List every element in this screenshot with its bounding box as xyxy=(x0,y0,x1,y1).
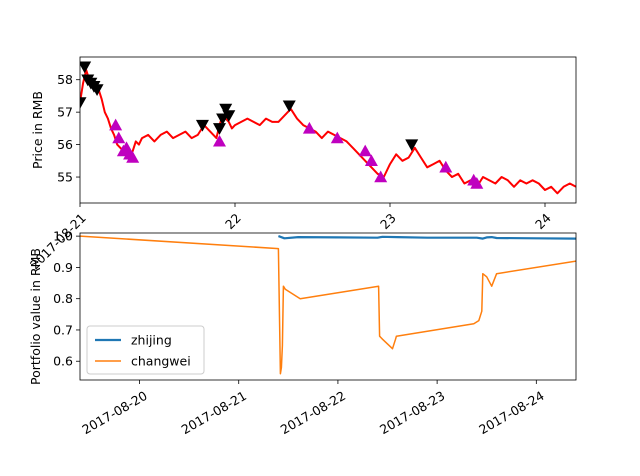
price-axes-frame xyxy=(79,56,577,204)
buy-marker-0 xyxy=(109,118,123,131)
legend-box xyxy=(86,325,205,375)
price-y-tick-label-3: 58 xyxy=(57,72,73,87)
portfolio-plot-area xyxy=(80,235,576,375)
portfolio-x-tick-label-1: 2017-08-21 xyxy=(179,388,249,437)
sell-marker-9 xyxy=(219,103,233,116)
buy-marker-5 xyxy=(126,151,140,163)
portfolio-y-tick-label-4: 1.0 xyxy=(53,229,73,244)
legend-label-changwei: changwei xyxy=(131,354,191,369)
price-plot-area xyxy=(80,61,576,195)
buy-marker-9 xyxy=(358,144,372,157)
price-y-tick-label-1: 56 xyxy=(57,137,73,152)
price-x-tick-label-2: 23 xyxy=(377,210,399,232)
buy-marker-6 xyxy=(213,134,226,147)
series-line-zhijing xyxy=(278,235,576,240)
price-y-tick-label-0: 55 xyxy=(57,170,73,185)
price-x-tick-label-1: 22 xyxy=(222,210,244,232)
portfolio-y-tick-label-1: 0.7 xyxy=(53,322,73,337)
portfolio-axes-frame xyxy=(79,232,577,381)
sell-marker-0 xyxy=(80,97,87,109)
buy-marker-8 xyxy=(330,131,344,144)
buy-marker-14 xyxy=(470,177,484,189)
buy-marker-12 xyxy=(439,160,453,173)
buy-marker-7 xyxy=(302,121,316,134)
legend-label-zhijing: zhijing xyxy=(131,333,172,348)
price-x-tick-label-3: 24 xyxy=(532,210,554,232)
sell-marker-6 xyxy=(195,119,209,132)
sell-marker-12 xyxy=(405,139,419,152)
sell-marker-7 xyxy=(213,123,226,135)
portfolio-y-tick-label-3: 0.9 xyxy=(53,260,73,275)
portfolio-x-tick-label-4: 2017-08-24 xyxy=(476,388,546,437)
portfolio-chart: 0.6 0.7 0.8 0.9 1.0 2017-08-20 2017-08-21 2017-… xyxy=(28,229,577,437)
series-line-changwei xyxy=(80,235,576,375)
price-y-axis-label: Price in RMB xyxy=(30,91,45,169)
portfolio-x-tick-label-3: 2017-08-23 xyxy=(377,388,447,437)
price-y-tick-label-2: 57 xyxy=(57,105,73,120)
price-line-0 xyxy=(80,69,576,195)
portfolio-y-tick-label-2: 0.8 xyxy=(53,291,73,306)
buy-marker-11 xyxy=(374,170,388,183)
legend: zhijing changwei xyxy=(86,325,205,375)
sell-marker-10 xyxy=(222,110,236,122)
buy-marker-10 xyxy=(364,154,378,167)
portfolio-x-tick-label-2: 2017-08-22 xyxy=(278,388,348,437)
portfolio-y-tick-label-0: 0.6 xyxy=(53,354,73,369)
buy-marker-1 xyxy=(112,131,126,144)
sell-marker-1 xyxy=(80,61,92,74)
sell-marker-11 xyxy=(282,100,296,113)
portfolio-x-tick-label-0: 2017-08-20 xyxy=(79,388,149,437)
sell-marker-5 xyxy=(90,84,104,96)
portfolio-y-axis-label: Portfolio value in RMB xyxy=(28,248,43,385)
